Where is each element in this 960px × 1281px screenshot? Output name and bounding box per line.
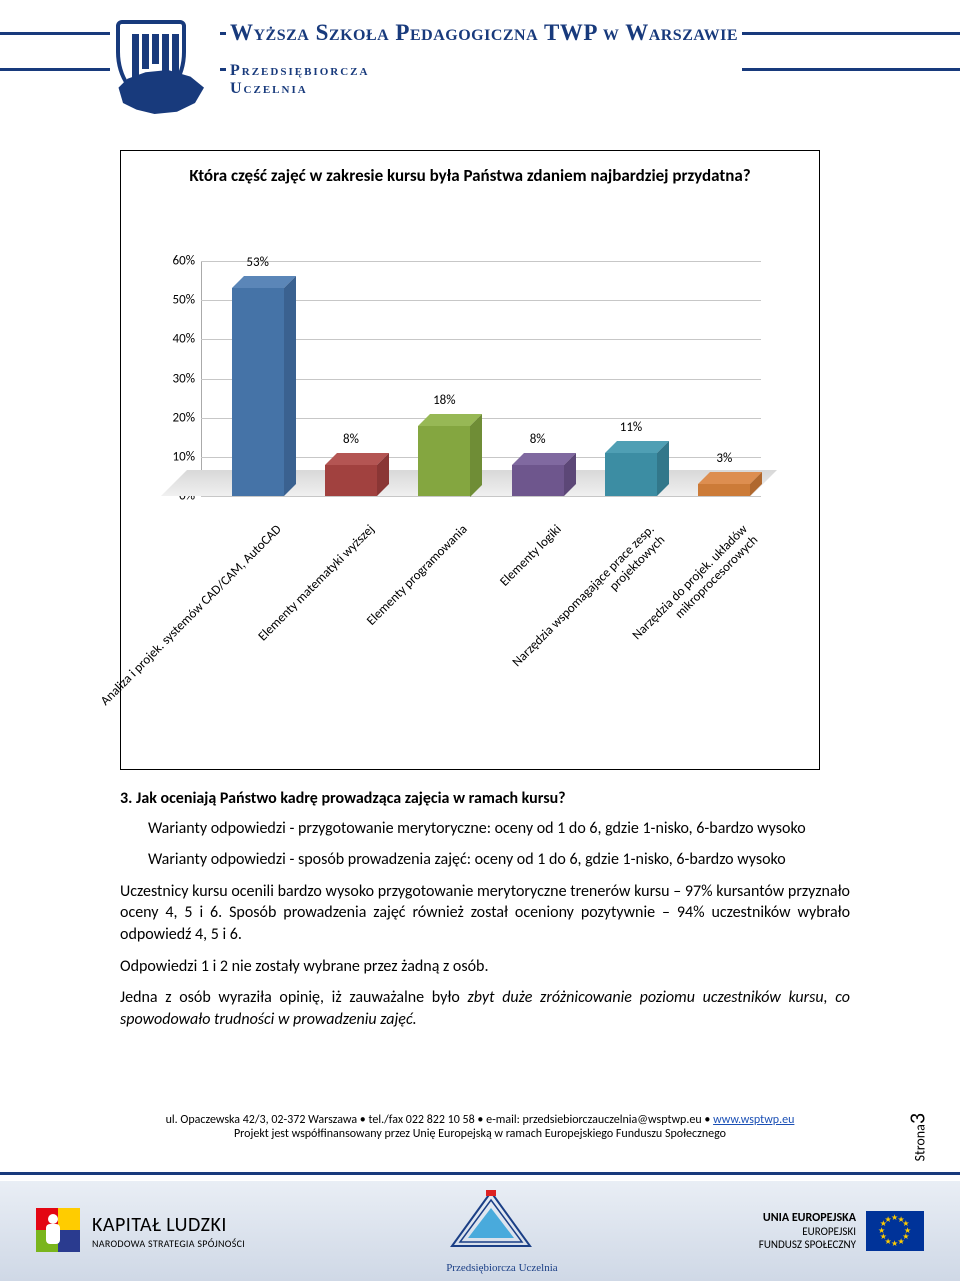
body-content: 3. Jak oceniają Państwo kadrę prowadząca… [120,788,850,1030]
kapital-ludzki-icon [36,1208,82,1254]
eu-star-icon: ★ [884,1215,891,1225]
eu-text: UNIA EUROPEJSKA EUROPEJSKI FUNDUSZ SPOŁE… [759,1211,856,1252]
chart-bar: 53% [232,288,284,496]
chart-container: Która część zajęć w zakresie kursu była … [120,150,820,770]
chart-x-label: Elementy matematyki wyższej [183,522,377,716]
header-subtitle-1: Przedsiębiorcza [226,62,742,80]
chart-gridline [201,496,761,497]
chart-x-label: Elementy logiki [370,522,564,716]
chart-bar: 11% [605,453,657,496]
university-name: Wyższa Szkoła Pedagogiczna TWP w Warszaw… [226,18,742,48]
eu-star-icon: ★ [897,1237,904,1247]
chart-title: Która część zajęć w zakresie kursu była … [121,151,819,190]
chart-value-label: 8% [530,432,546,447]
chart-ytick: 30% [173,371,195,386]
eu-block: UNIA EUROPEJSKA EUROPEJSKI FUNDUSZ SPOŁE… [759,1211,924,1252]
project-center-logo-icon: Przedsiębiorcza Uczelnia [446,1188,557,1274]
chart-bar: 8% [325,465,377,496]
footer-link[interactable]: www.wsptwp.eu [713,1113,794,1127]
chart-ytick: 20% [173,410,195,425]
footer-line-1: ul. Opaczewska 42/3, 02-372 Warszawa • t… [0,1113,960,1127]
chart-value-label: 11% [620,420,642,435]
footer-line-2: Projekt jest współfinansowany przez Unię… [0,1127,960,1141]
question-heading: 3. Jak oceniają Państwo kadrę prowadząca… [120,788,850,810]
chart-value-label: 8% [343,432,359,447]
header-text: Wyższa Szkoła Pedagogiczna TWP w Warszaw… [226,14,742,98]
question-text: Jak oceniają Państwo kadrę prowadząca za… [136,789,566,808]
eu-flag-icon: ★★★★★★★★★★★★ [866,1211,924,1251]
question-number: 3. [120,789,132,808]
paragraph-3: Jedna z osób wyraziła opinię, iż zauważa… [120,987,850,1030]
variant-line-2: Warianty odpowiedzi - sposób prowadzenia… [148,849,850,871]
chart-plot-area: 0%10%20%30%40%50%60% 53%8%18%8%11%3% [201,261,761,496]
chart-x-label: Narzędzia do projek. układów mikroproces… [556,522,761,727]
bottom-bar: KAPITAŁ LUDZKI NARODOWA STRATEGIA SPÓJNO… [0,1172,960,1281]
chart-bar: 8% [512,465,564,496]
chart-x-labels: Analiza i projek. systemów CAD/CAM, Auto… [201,516,761,766]
footer-info: ul. Opaczewska 42/3, 02-372 Warszawa • t… [0,1113,960,1141]
eu-star-icon: ★ [891,1239,898,1249]
chart-x-label: Analiza i projek. systemów CAD/CAM, Auto… [90,522,284,716]
kapital-ludzki-block: KAPITAŁ LUDZKI NARODOWA STRATEGIA SPÓJNO… [36,1208,245,1254]
variant-line-1: Warianty odpowiedzi - przygotowanie mery… [148,818,850,840]
chart-value-label: 53% [246,255,268,270]
header-content: Wyższa Szkoła Pedagogiczna TWP w Warszaw… [110,14,742,119]
chart-x-label: Elementy programowania [276,522,470,716]
chart-gridline [201,261,761,262]
chart-ytick: 10% [173,449,195,464]
chart-value-label: 18% [433,393,455,408]
paragraph-1: Uczestnicy kursu ocenili bardzo wysoko p… [120,881,850,946]
university-logo-icon [110,14,220,119]
paragraph-2: Odpowiedzi 1 i 2 nie zostały wybrane prz… [120,956,850,978]
kapital-ludzki-text: KAPITAŁ LUDZKI NARODOWA STRATEGIA SPÓJNO… [92,1213,245,1250]
chart-bar: 18% [418,426,470,497]
chart-ytick: 40% [173,332,195,347]
chart-ytick: 50% [173,293,195,308]
page-header: Wyższa Szkoła Pedagogiczna TWP w Warszaw… [0,0,960,130]
chart-ytick: 60% [173,254,195,269]
header-subtitle-2: Uczelnia [226,80,742,98]
chart-value-label: 3% [716,451,732,466]
chart-bar: 3% [698,484,750,496]
